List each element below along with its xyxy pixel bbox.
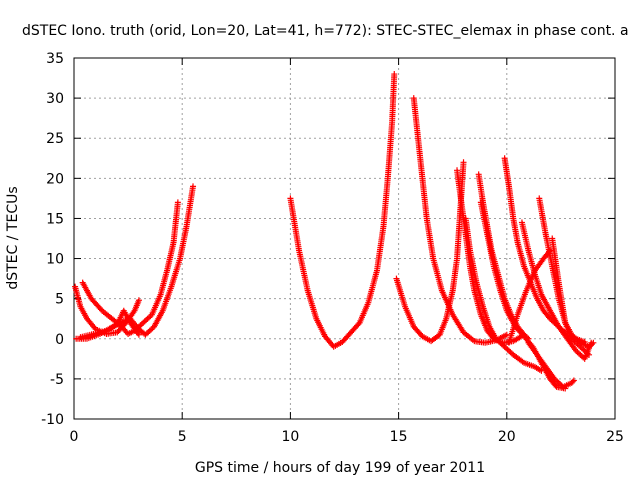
- series-arc-13: [505, 247, 554, 346]
- axis-ticks: 0 5 10 15 20 25 -10 -5 0 5 10 15 20 25 30 35: [41, 51, 624, 445]
- data-point: [570, 377, 577, 384]
- y-tick-label: 10: [46, 252, 64, 268]
- y-tick-label: 25: [46, 131, 64, 147]
- data-point: [569, 378, 576, 385]
- x-tick-label: 5: [178, 429, 187, 445]
- y-tick-label: 35: [46, 51, 64, 67]
- data-point: [355, 321, 362, 328]
- data-marks: [72, 71, 597, 392]
- data-point: [135, 297, 142, 304]
- data-point: [190, 183, 197, 190]
- series-arc-17: [525, 339, 577, 390]
- x-axis-label: GPS time / hours of day 199 of year 2011: [195, 460, 485, 476]
- data-point: [135, 331, 142, 338]
- x-tick-label: 25: [606, 429, 624, 445]
- series-arc-7: [410, 95, 510, 346]
- y-axis-label: dSTEC / TECUs: [5, 186, 21, 289]
- y-tick-label: 30: [46, 91, 64, 107]
- y-tick-label: -10: [41, 412, 64, 428]
- data-point: [391, 71, 398, 78]
- x-tick-label: 15: [390, 429, 408, 445]
- y-tick-label: 20: [46, 171, 64, 187]
- y-tick-label: 5: [55, 292, 64, 308]
- x-tick-label: 0: [70, 429, 79, 445]
- x-tick-label: 20: [498, 429, 516, 445]
- y-tick-label: 0: [55, 332, 64, 348]
- y-tick-label: 15: [46, 211, 64, 227]
- series-arc-4: [77, 307, 142, 341]
- data-point: [590, 339, 597, 346]
- x-tick-label: 10: [281, 429, 299, 445]
- series-arc-9: [462, 215, 545, 374]
- series-arc-5: [287, 71, 398, 350]
- data-point: [586, 351, 593, 358]
- data-point: [460, 159, 467, 166]
- y-tick-label: -5: [50, 372, 64, 388]
- data-point: [174, 199, 181, 206]
- grid: [74, 58, 615, 419]
- series-arc-16: [549, 235, 597, 350]
- chart-title: dSTEC Iono. truth (orid, Lon=20, Lat=41,…: [22, 23, 629, 39]
- plot-frame: [73, 57, 616, 420]
- series-arc-14: [518, 219, 595, 362]
